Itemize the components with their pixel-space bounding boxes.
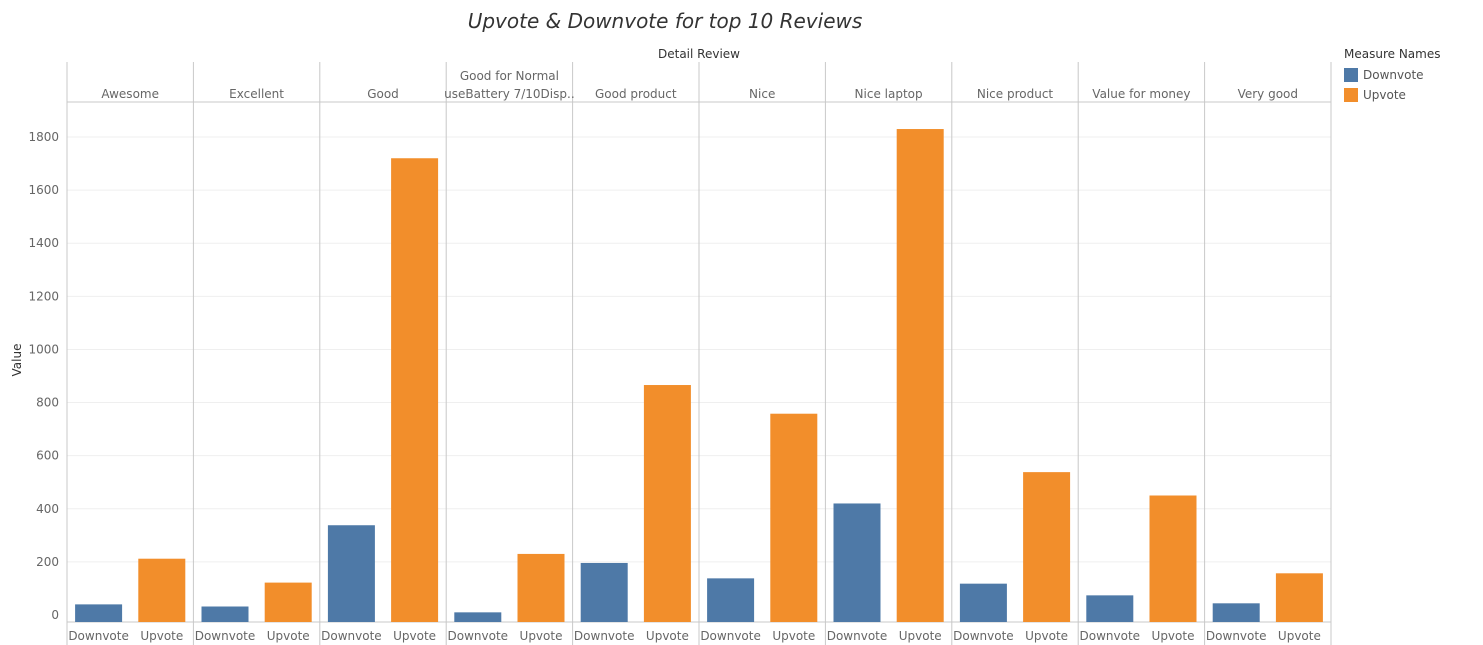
- x-tick-label: Downvote: [1080, 629, 1141, 643]
- y-tick-label: 200: [36, 555, 59, 569]
- panel-borders: [66, 62, 1332, 645]
- x-tick-label: Upvote: [520, 629, 563, 643]
- bar-downvote[interactable]: [327, 525, 375, 622]
- y-tick-label: 400: [36, 502, 59, 516]
- category-header-label: Awesome: [101, 87, 159, 101]
- x-tick-label: Upvote: [646, 629, 689, 643]
- y-tick-label: 1000: [28, 342, 59, 356]
- x-axis-ticks: Downvote Upvote Downvote Upvote Downvote Upvo…: [68, 629, 1321, 643]
- y-axis-ticks: 0 200 400 600 800 1000 1200 1400 1600 1800: [28, 130, 59, 622]
- x-tick-label: Downvote: [448, 629, 509, 643]
- x-tick-label: Downvote: [321, 629, 382, 643]
- legend-swatch-downvote: [1344, 68, 1358, 82]
- bar-upvote[interactable]: [1149, 495, 1197, 623]
- category-header-label: useBattery 7/10Disp..: [444, 87, 575, 101]
- x-tick-label: Downvote: [827, 629, 888, 643]
- bar-downvote[interactable]: [1212, 603, 1260, 622]
- bar-upvote[interactable]: [770, 413, 818, 622]
- y-tick-label: 800: [36, 396, 59, 410]
- x-tick-label: Upvote: [1152, 629, 1195, 643]
- category-header-label: Good product: [595, 87, 677, 101]
- bar-downvote[interactable]: [75, 604, 123, 622]
- category-header-label: Good for Normal: [460, 69, 559, 83]
- x-tick-label: Upvote: [1025, 629, 1068, 643]
- y-tick-label: 1600: [28, 183, 59, 197]
- bars: [75, 129, 1323, 623]
- y-tick-label: 600: [36, 449, 59, 463]
- x-tick-label: Upvote: [140, 629, 183, 643]
- bar-upvote[interactable]: [1023, 472, 1071, 622]
- x-tick-label: Upvote: [267, 629, 310, 643]
- bar-downvote[interactable]: [580, 562, 628, 622]
- chart-title: Upvote & Downvote for top 10 Reviews: [468, 9, 863, 33]
- y-tick-label: 1800: [28, 130, 59, 144]
- x-tick-label: Downvote: [953, 629, 1014, 643]
- legend-item-downvote[interactable]: Downvote: [1344, 65, 1440, 85]
- column-header: Detail Review: [658, 47, 740, 61]
- bar-upvote[interactable]: [264, 582, 312, 622]
- bar-upvote[interactable]: [643, 385, 691, 622]
- x-tick-label: Upvote: [772, 629, 815, 643]
- category-headers: Awesome Excellent Good Good for Normal useBa…: [101, 69, 1298, 101]
- x-tick-label: Upvote: [393, 629, 436, 643]
- legend: Measure Names Downvote Upvote: [1344, 47, 1440, 105]
- x-tick-label: Downvote: [195, 629, 256, 643]
- category-header-label: Very good: [1238, 87, 1298, 101]
- bar-downvote[interactable]: [454, 612, 502, 622]
- category-header-label: Value for money: [1092, 87, 1190, 101]
- y-tick-label: 1200: [28, 289, 59, 303]
- legend-title: Measure Names: [1344, 47, 1441, 61]
- x-tick-label: Downvote: [574, 629, 635, 643]
- category-header-label: Excellent: [229, 87, 284, 101]
- x-tick-label: Downvote: [68, 629, 129, 643]
- bar-upvote[interactable]: [138, 558, 186, 622]
- x-tick-label: Upvote: [1278, 629, 1321, 643]
- category-header-label: Nice laptop: [855, 87, 923, 101]
- bar-downvote[interactable]: [1086, 595, 1134, 622]
- bar-upvote[interactable]: [517, 553, 565, 622]
- category-header-label: Nice: [749, 87, 775, 101]
- bar-upvote[interactable]: [896, 129, 944, 623]
- x-tick-label: Upvote: [899, 629, 942, 643]
- legend-label-upvote: Upvote: [1363, 88, 1406, 102]
- bar-upvote[interactable]: [391, 158, 439, 622]
- y-tick-label: 1400: [28, 236, 59, 250]
- bar-downvote[interactable]: [833, 503, 881, 622]
- bar-downvote[interactable]: [959, 583, 1007, 622]
- category-header-label: Nice product: [977, 87, 1054, 101]
- legend-swatch-upvote: [1344, 88, 1358, 102]
- bar-downvote[interactable]: [707, 578, 755, 622]
- x-tick-label: Downvote: [1206, 629, 1267, 643]
- category-header-label: Good: [367, 87, 399, 101]
- x-tick-label: Downvote: [700, 629, 761, 643]
- y-tick-label: 0: [51, 608, 59, 622]
- bar-upvote[interactable]: [1275, 573, 1323, 622]
- legend-item-upvote[interactable]: Upvote: [1344, 85, 1440, 105]
- legend-label-downvote: Downvote: [1363, 68, 1424, 82]
- y-axis-label: Value: [10, 344, 24, 377]
- bar-downvote[interactable]: [201, 606, 249, 622]
